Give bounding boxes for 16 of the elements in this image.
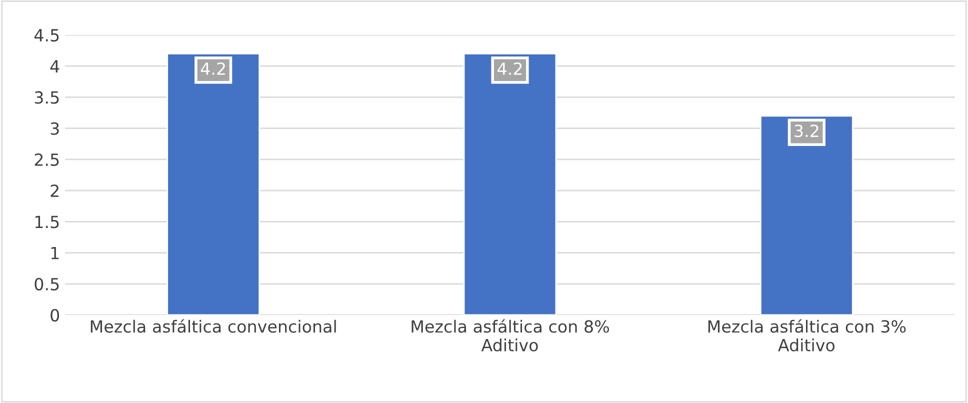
- x-tick-label: Mezcla asfáltica con 3% Aditivo: [708, 319, 906, 352]
- x-tick-label: Mezcla asfáltica con 8% Aditivo: [412, 319, 609, 352]
- y-tick-label: 1.5: [35, 216, 59, 228]
- y-tick-label: 2: [50, 184, 58, 197]
- y-tick-label: 2.5: [34, 153, 59, 166]
- y-tick-label: 1: [51, 246, 59, 260]
- y-tick-label: 3.5: [34, 91, 59, 104]
- y-tick-label: 0: [50, 308, 60, 322]
- data-label: 4.2: [200, 62, 225, 75]
- y-tick-label: 0.5: [34, 278, 59, 290]
- y-tick-label: 4: [50, 60, 60, 72]
- y-tick-label: 3: [50, 122, 59, 135]
- x-tick-label: Mezcla asfáltica convencional: [90, 319, 336, 333]
- y-tick-label: 4.5: [34, 29, 59, 42]
- data-label: 4.2: [498, 62, 522, 75]
- data-label: 3.2: [794, 124, 818, 138]
